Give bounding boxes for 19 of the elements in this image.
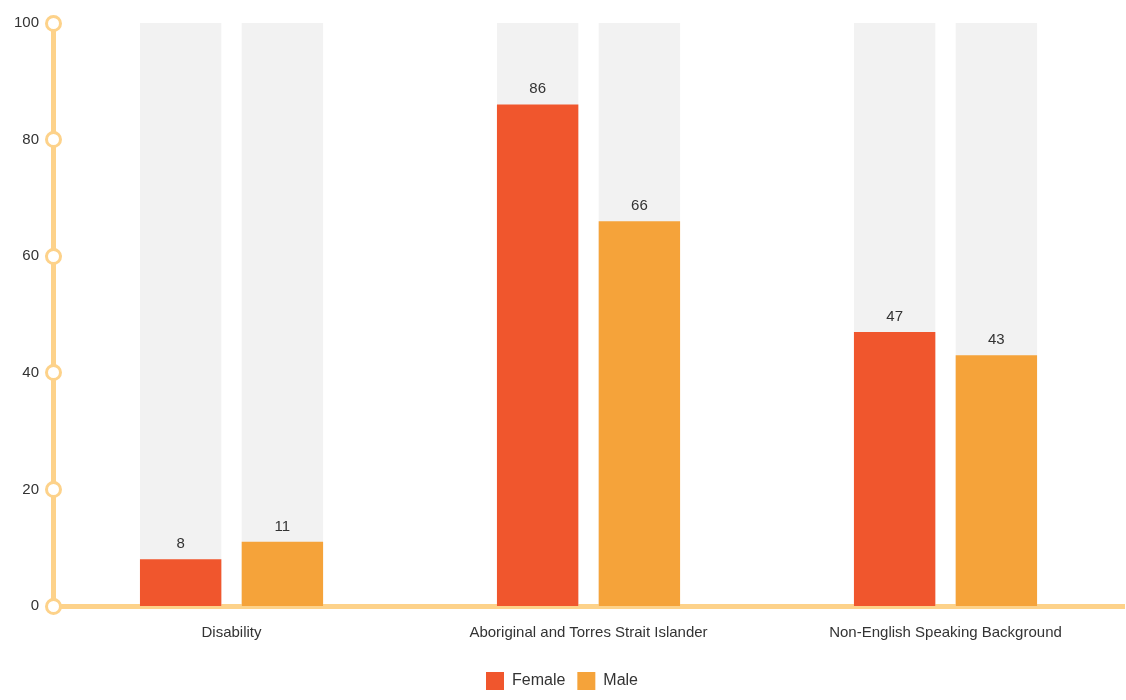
legend-label: Male: [603, 671, 639, 689]
y-tick-label: 80: [22, 129, 40, 147]
y-tick-label: 0: [30, 596, 40, 614]
y-tick-label: 100: [14, 13, 40, 31]
data-label: 43: [988, 329, 1005, 347]
data-label: 86: [529, 79, 546, 97]
x-tick-label: Non-English Speaking Background: [829, 623, 1062, 641]
y-tick-label: 60: [22, 246, 40, 264]
data-label: 8: [176, 534, 185, 551]
bar: [241, 541, 324, 606]
data-label: 47: [886, 306, 903, 324]
y-tick-label: 40: [22, 362, 40, 380]
x-tick-label: Aboriginal and Torres Strait Islander: [469, 623, 708, 641]
bar: [139, 559, 222, 606]
y-tick-label: 20: [22, 479, 40, 497]
legend-label: Female: [511, 671, 566, 689]
data-label: 11: [274, 516, 291, 534]
data-label: 66: [631, 195, 648, 213]
x-tick-label: Disability: [201, 623, 263, 641]
